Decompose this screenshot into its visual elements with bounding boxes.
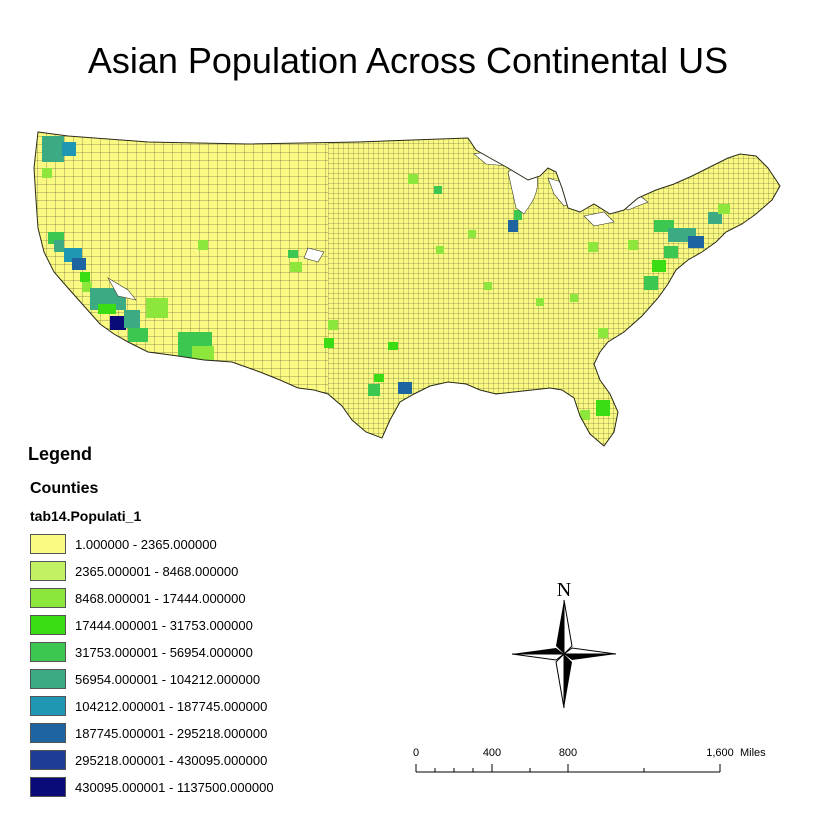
north-arrow-icon: N xyxy=(511,579,617,709)
legend-swatch xyxy=(30,534,66,554)
legend-item-label: 8468.000001 - 17444.000000 xyxy=(75,590,246,606)
legend-item: 56954.000001 - 104212.000000 xyxy=(30,668,274,690)
legend-item-label: 2365.000001 - 8468.000000 xyxy=(75,563,239,579)
legend-item-label: 295218.000001 - 430095.000000 xyxy=(75,752,268,768)
legend-item-label: 31753.000001 - 56954.000000 xyxy=(75,644,253,660)
legend-item: 8468.000001 - 17444.000000 xyxy=(30,587,274,609)
legend-swatch xyxy=(30,642,66,662)
legend-swatch xyxy=(30,615,66,635)
legend-item: 295218.000001 - 430095.000000 xyxy=(30,749,274,771)
scale-tick-label: 400 xyxy=(483,747,501,759)
legend-item: 31753.000001 - 56954.000000 xyxy=(30,641,274,663)
legend-field-name: tab14.Populati_1 xyxy=(30,508,142,524)
highlighted-counties xyxy=(42,136,730,420)
map-title: Asian Population Across Continental US xyxy=(87,40,729,81)
legend-item: 430095.000001 - 1137500.000000 xyxy=(30,776,274,798)
legend-swatch xyxy=(30,750,66,770)
legend-swatch xyxy=(30,669,66,689)
scale-unit-label: Miles xyxy=(740,747,766,759)
scale-tick-label: 800 xyxy=(559,747,577,759)
legend-item-label: 430095.000001 - 1137500.000000 xyxy=(75,779,274,795)
legend-item: 2365.000001 - 8468.000000 xyxy=(30,560,274,582)
legend-class-list: 1.000000 - 2365.000000 2365.000001 - 8468… xyxy=(30,533,274,803)
legend-swatch xyxy=(30,696,66,716)
legend-item: 104212.000001 - 187745.000000 xyxy=(30,695,274,717)
legend-item: 1.000000 - 2365.000000 xyxy=(30,533,274,555)
legend-swatch xyxy=(30,561,66,581)
legend-item: 187745.000001 - 295218.000000 xyxy=(30,722,274,744)
legend-swatch xyxy=(30,588,66,608)
legend-layer-name: Counties xyxy=(30,480,99,497)
legend-item-label: 187745.000001 - 295218.000000 xyxy=(75,725,268,741)
north-label: N xyxy=(557,579,571,601)
legend-swatch xyxy=(30,723,66,743)
scale-tick-label: 1,600 xyxy=(706,747,734,759)
legend-swatch xyxy=(30,777,66,797)
legend-item: 17444.000001 - 31753.000000 xyxy=(30,614,274,636)
legend-item-label: 56954.000001 - 104212.000000 xyxy=(75,671,261,687)
legend-item-label: 1.000000 - 2365.000000 xyxy=(75,536,217,552)
legend-heading: Legend xyxy=(28,444,93,464)
legend-item-label: 17444.000001 - 31753.000000 xyxy=(75,617,253,633)
scale-tick-label: 0 xyxy=(413,747,419,759)
scale-bar: 0 400 800 1,600 Miles xyxy=(413,747,766,773)
us-counties-map xyxy=(33,131,781,447)
legend-item-label: 104212.000001 - 187745.000000 xyxy=(75,698,268,714)
